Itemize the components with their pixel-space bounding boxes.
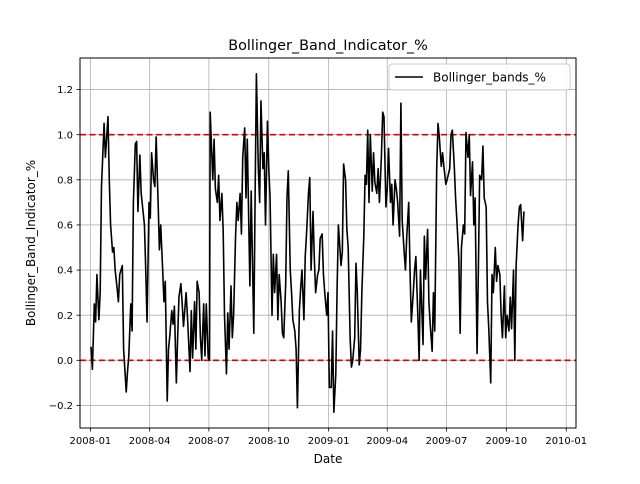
y-tick-label: −0.2 bbox=[49, 401, 73, 412]
x-tick-label: 2008-04 bbox=[129, 436, 171, 447]
y-tick-label: 1.0 bbox=[57, 130, 73, 141]
x-tick-label: 2008-07 bbox=[188, 436, 230, 447]
x-tick-label: 2008-01 bbox=[70, 436, 112, 447]
y-tick-label: 0.8 bbox=[57, 175, 73, 186]
y-tick-label: 0.6 bbox=[57, 221, 73, 232]
y-tick-label: 0.2 bbox=[57, 311, 73, 322]
x-axis-label: Date bbox=[314, 452, 343, 466]
x-tick-label: 2008-10 bbox=[248, 436, 290, 447]
y-axis-ticks: −0.2 0.0 0.2 0.4 0.6 0.8 1.0 1.2 bbox=[49, 85, 80, 412]
x-axis-ticks: 2008-01 2008-04 2008-07 2008-10 2009-01 2009-… bbox=[70, 428, 587, 447]
legend-box bbox=[388, 63, 571, 91]
x-tick-label: 2009-04 bbox=[366, 436, 408, 447]
chart-title: Bollinger_Band_Indicator_% bbox=[228, 38, 428, 54]
y-tick-label: 0.0 bbox=[57, 356, 73, 367]
x-tick-label: 2009-01 bbox=[308, 436, 350, 447]
series-line-bollinger-bands bbox=[90, 72, 525, 414]
series-layer bbox=[90, 72, 525, 414]
x-tick-label: 2010-01 bbox=[545, 436, 587, 447]
y-tick-label: 1.2 bbox=[57, 85, 73, 96]
legend: Bollinger_bands_% bbox=[388, 63, 571, 91]
legend-label-bollinger-bands: Bollinger_bands_% bbox=[433, 71, 546, 85]
y-axis-label: Bollinger_Band_Indicator_% bbox=[24, 160, 38, 326]
plot-frame bbox=[79, 57, 577, 429]
x-tick-label: 2009-07 bbox=[426, 436, 468, 447]
reference-lines bbox=[80, 133, 576, 362]
y-tick-label: 0.4 bbox=[57, 266, 73, 277]
x-tick-label: 2009-10 bbox=[485, 436, 527, 447]
